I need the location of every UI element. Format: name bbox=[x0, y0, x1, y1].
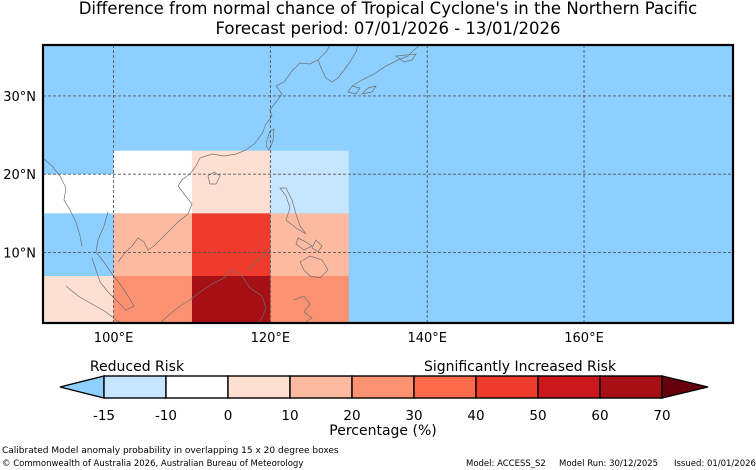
risk-cells bbox=[43, 150, 349, 323]
colorbar-segment bbox=[289, 375, 353, 399]
colorbar-tick-label: 60 bbox=[591, 408, 608, 424]
risk-cell-9 bbox=[270, 150, 349, 214]
colorbar-segment bbox=[103, 375, 167, 399]
chart-title: Difference from normal chance of Tropica… bbox=[78, 0, 698, 18]
colorbar-tick-label: -15 bbox=[93, 408, 115, 424]
risk-cell-2 bbox=[43, 276, 114, 323]
risk-cell-4 bbox=[113, 213, 192, 277]
longitude-label: 140°E bbox=[407, 331, 447, 346]
colorbar bbox=[59, 375, 709, 399]
risk-cell-3 bbox=[113, 150, 192, 214]
colorbar-over-arrow bbox=[661, 375, 709, 399]
latitude-labels: 10°N 20°N 30°N bbox=[3, 90, 36, 262]
caption-text: Calibrated Model anomaly probability in … bbox=[2, 446, 339, 456]
risk-cell-7 bbox=[191, 213, 271, 277]
copyright-text: © Commonwealth of Australia 2026, Austra… bbox=[2, 459, 304, 469]
colorbar-segment bbox=[599, 375, 663, 399]
colorbar-tick-label: -10 bbox=[155, 408, 177, 424]
risk-cell-1 bbox=[43, 174, 114, 214]
colorbar-segment bbox=[475, 375, 539, 399]
colorbar-segment bbox=[351, 375, 415, 399]
colorbar-tick-label: 40 bbox=[467, 408, 484, 424]
colorbar-under-arrow bbox=[59, 375, 105, 399]
colorbar-tick-label: 0 bbox=[224, 408, 233, 424]
latitude-label: 20°N bbox=[3, 168, 36, 183]
risk-cell-11 bbox=[270, 276, 349, 323]
colorbar-axis-label: Percentage (%) bbox=[329, 423, 436, 439]
colorbar-tick-label: 50 bbox=[529, 408, 546, 424]
colorbar-tick-label: 20 bbox=[343, 408, 360, 424]
model-run-date: Model Run: 30/12/2025 bbox=[559, 459, 659, 469]
colorbar-tick-labels: -15 -10 0 10 20 30 40 50 60 70 bbox=[93, 408, 671, 424]
longitude-label: 160°E bbox=[564, 331, 604, 346]
colorbar-segment bbox=[227, 375, 291, 399]
colorbar-tick-label: 30 bbox=[405, 408, 422, 424]
latitude-label: 30°N bbox=[3, 90, 36, 105]
map-frame bbox=[41, 43, 735, 325]
colorbar-tick-label: 10 bbox=[281, 408, 298, 424]
increased-risk-label: Significantly Increased Risk bbox=[424, 359, 617, 375]
latitude-label: 10°N bbox=[3, 247, 36, 262]
longitude-label: 120°E bbox=[251, 331, 291, 346]
longitude-labels: 100°E 120°E 140°E 160°E bbox=[94, 331, 604, 346]
colorbar-segment bbox=[537, 375, 601, 399]
colorbar-segment bbox=[165, 375, 229, 399]
colorbar-segment bbox=[413, 375, 477, 399]
issued-date: Issued: 01/01/2026 bbox=[674, 459, 756, 469]
model-name: Model: ACCESS_S2 bbox=[466, 459, 546, 469]
risk-cell-6 bbox=[191, 150, 271, 214]
colorbar-tick-label: 70 bbox=[653, 408, 670, 424]
coastline bbox=[43, 45, 421, 323]
graticule bbox=[43, 45, 733, 323]
reduced-risk-label: Reduced Risk bbox=[90, 359, 185, 375]
longitude-label: 100°E bbox=[94, 331, 134, 346]
risk-cell-5 bbox=[113, 276, 192, 323]
forecast-period-subtitle: Forecast period: 07/01/2026 - 13/01/2026 bbox=[215, 19, 561, 38]
risk-cell-8 bbox=[191, 276, 271, 323]
